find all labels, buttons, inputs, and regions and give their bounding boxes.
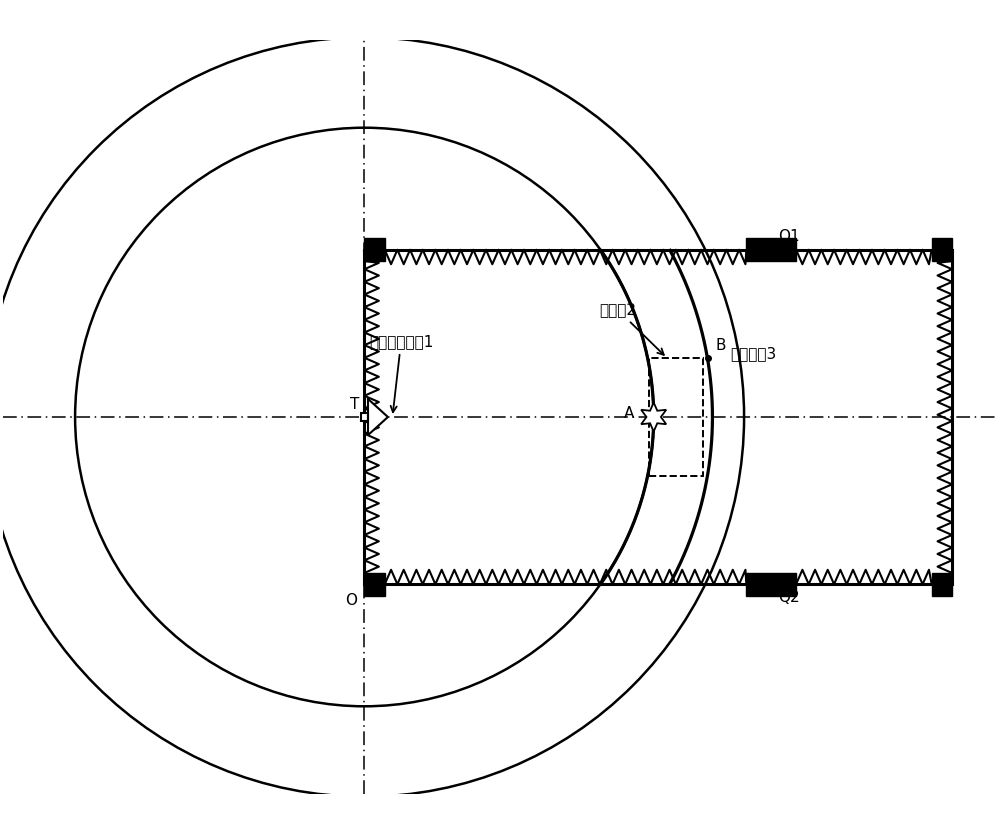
Text: 发射接收天线1: 发射接收天线1 (369, 334, 433, 412)
Bar (364, 573, 385, 595)
Text: Q2: Q2 (778, 590, 800, 605)
Polygon shape (368, 399, 388, 435)
Text: 测试区2: 测试区2 (599, 303, 664, 355)
Bar (932, 239, 952, 261)
Text: T: T (350, 398, 359, 413)
Text: B: B (715, 338, 726, 353)
Polygon shape (641, 403, 666, 431)
Text: O: O (345, 593, 357, 608)
Bar (746, 573, 796, 595)
Bar (932, 573, 952, 595)
Bar (649, 359, 703, 475)
Text: Q1: Q1 (778, 229, 800, 244)
Text: A: A (623, 406, 634, 421)
Bar (361, 414, 368, 420)
Bar (746, 239, 796, 261)
Bar (364, 239, 385, 261)
Text: 待测目标3: 待测目标3 (731, 346, 777, 361)
